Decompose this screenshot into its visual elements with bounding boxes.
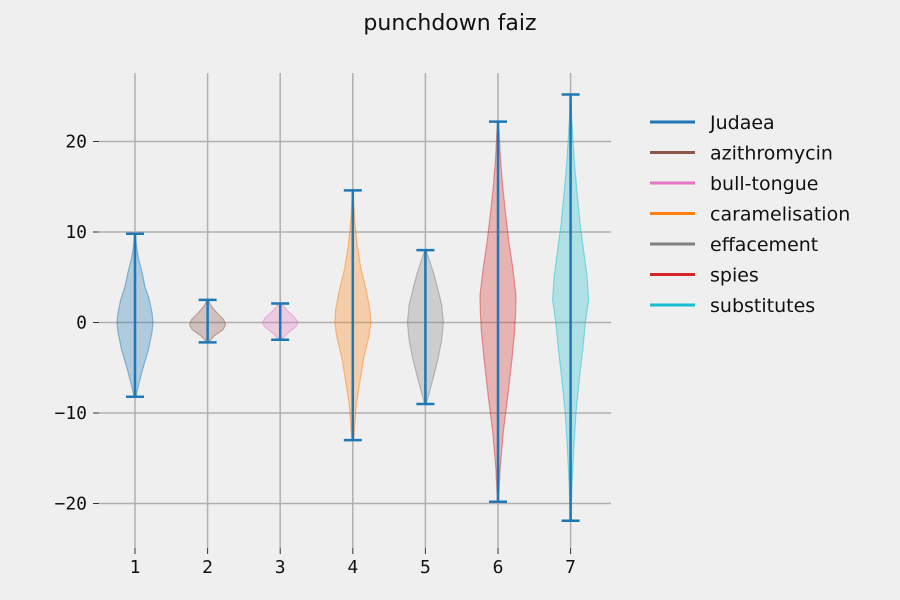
y-tick-label: 10 xyxy=(65,222,87,243)
x-tick-label: 3 xyxy=(275,557,286,578)
x-tick-label: 2 xyxy=(202,557,213,578)
x-tick-label: 5 xyxy=(420,557,431,578)
y-tick-label: 0 xyxy=(76,313,87,334)
x-tick-label: 7 xyxy=(565,557,576,578)
legend-label: azithromycin xyxy=(710,143,833,165)
y-tick-label: 20 xyxy=(65,132,87,153)
legend-label: effacement xyxy=(710,234,818,256)
legend-label: Judaea xyxy=(709,112,775,134)
legend-label: substitutes xyxy=(710,295,815,317)
x-tick-label: 1 xyxy=(130,557,141,578)
violins xyxy=(116,93,590,522)
y-tick-label: −10 xyxy=(54,403,87,424)
legend: Judaea azithromycin bull-tongue caramelisat… xyxy=(650,112,850,317)
y-tick-label: −20 xyxy=(54,494,87,515)
axes: 20 10 0 −10 −20 1 2 3 4 5 6 7 xyxy=(54,132,576,579)
legend-label: spies xyxy=(710,265,759,287)
x-tick-label: 4 xyxy=(347,557,358,578)
x-tick-label: 6 xyxy=(493,557,504,578)
chart-title: punchdown faiz xyxy=(363,11,536,36)
legend-label: caramelisation xyxy=(710,204,850,226)
legend-label: bull-tongue xyxy=(710,173,818,195)
